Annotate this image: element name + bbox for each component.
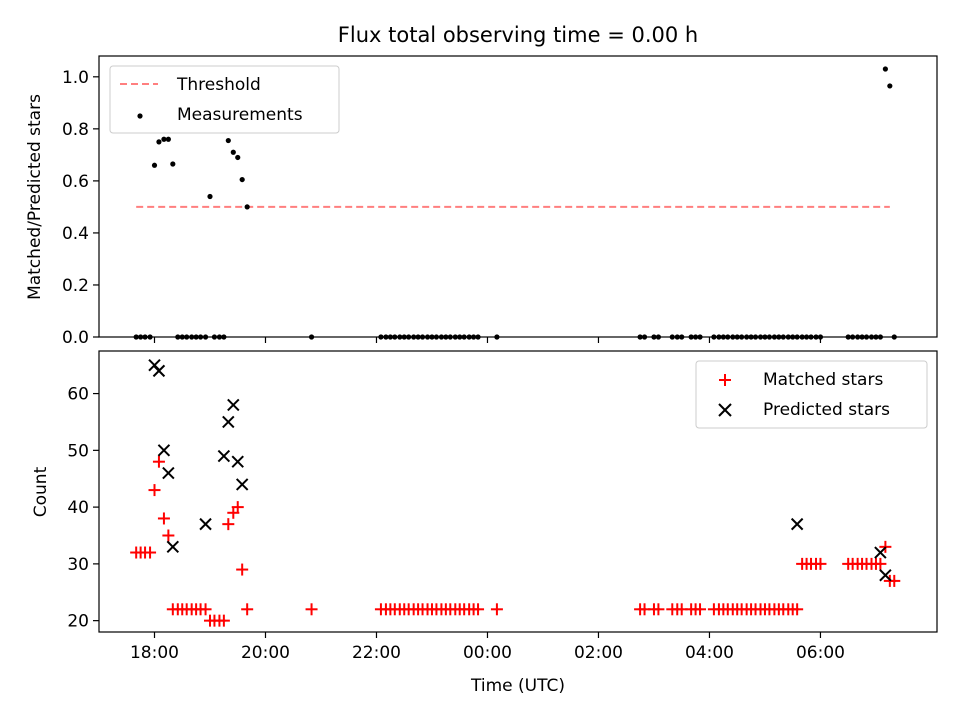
measurement-point [156, 139, 162, 145]
predicted-star-markers [148, 358, 892, 582]
matched-star-marker [152, 455, 165, 468]
measurement-point [882, 66, 888, 72]
predicted-star-marker [879, 569, 892, 582]
matched-star-marker [305, 603, 318, 616]
measurement-point [151, 162, 158, 168]
matched-star-markers [130, 455, 901, 627]
measurement-point [244, 204, 250, 210]
top-panel: Matched/Predicted stars 0.0 0.2 0.4 0.6 0.8 1… [25, 55, 938, 348]
predicted-star-marker [217, 449, 231, 463]
bottom-ytick-label: 50 [67, 441, 89, 461]
legend-measurements-swatch [137, 113, 143, 119]
predicted-star-marker [235, 478, 249, 491]
predicted-star-marker [222, 415, 235, 429]
top-legend-box [109, 65, 340, 134]
matched-star-marker [652, 603, 665, 616]
predicted-star-marker [166, 540, 180, 554]
measurement-points [133, 66, 897, 340]
predicted-star-marker [790, 517, 804, 531]
bottom-x-ticks: 18:00 20:00 22:00 00:00 02:00 04:00 06:00 [130, 632, 845, 663]
matched-star-marker [472, 603, 485, 616]
measurement-point [170, 161, 176, 167]
top-x-ticks [153, 337, 822, 343]
top-y-ticks: 0.0 0.2 0.4 0.6 0.8 1.0 [62, 68, 99, 348]
bottom-panel: Count 20 30 40 50 60 18:00 20:00 22:00 00:00 02:… [31, 350, 938, 696]
bottom-ytick-label: 40 [67, 498, 89, 518]
top-legend: Threshold Measurements [109, 65, 340, 134]
top-ytick-label: 0.4 [62, 224, 89, 244]
predicted-star-marker [157, 444, 171, 457]
matched-star-marker [241, 603, 254, 616]
measurement-point [230, 149, 236, 155]
bottom-y-ticks: 20 30 40 50 60 [67, 385, 99, 632]
top-ytick-label: 0.2 [62, 276, 89, 296]
top-ytick-label: 0.8 [62, 120, 89, 140]
top-ytick-label: 0.0 [62, 328, 89, 348]
bottom-xtick-label: 04:00 [685, 643, 734, 663]
predicted-star-marker [162, 466, 175, 480]
legend-threshold-label: Threshold [176, 75, 261, 95]
bottom-xtick-label: 22:00 [352, 643, 401, 663]
measurement-point [239, 176, 245, 183]
predicted-star-marker [152, 364, 166, 378]
bottom-xtick-label: 20:00 [241, 643, 290, 663]
measurement-point [161, 136, 167, 142]
matched-star-marker [231, 501, 244, 514]
legend-matched-label: Matched stars [763, 370, 883, 390]
bottom-ytick-label: 60 [67, 385, 89, 405]
top-ytick-label: 0.6 [62, 172, 89, 192]
predicted-star-marker [231, 455, 244, 468]
matched-star-marker [148, 484, 161, 497]
predicted-star-marker [874, 546, 887, 559]
matched-star-marker [162, 529, 175, 542]
matched-star-marker [490, 603, 503, 616]
matched-star-marker [694, 603, 707, 616]
matched-star-marker [791, 603, 804, 616]
matched-star-marker [236, 563, 249, 576]
measurement-point [235, 154, 241, 161]
matched-star-marker [217, 614, 230, 627]
bottom-xtick-label: 00:00 [463, 643, 512, 663]
bottom-ylabel: Count [31, 466, 51, 517]
top-ytick-label: 1.0 [62, 68, 89, 88]
measurement-point [225, 137, 231, 144]
predicted-star-marker [227, 398, 240, 412]
measurement-point [887, 83, 893, 89]
bottom-xtick-label: 02:00 [574, 643, 623, 663]
matched-star-marker [157, 512, 170, 525]
matched-star-marker [144, 546, 157, 559]
bottom-legend: Matched stars Predicted stars [695, 360, 928, 429]
bottom-legend-box [695, 360, 928, 429]
bottom-xlabel: Time (UTC) [470, 676, 565, 696]
matched-star-marker [874, 557, 887, 570]
bottom-xtick-label: 18:00 [130, 643, 179, 663]
matched-star-marker [814, 557, 827, 570]
measurement-point [207, 193, 213, 200]
legend-measurements-label: Measurements [177, 105, 303, 125]
matched-star-marker [199, 603, 212, 616]
legend-matched-swatch [719, 374, 731, 386]
legend-predicted-swatch [718, 403, 732, 417]
predicted-star-marker [199, 517, 212, 531]
figure-title: Flux total observing time = 0.00 h [338, 23, 698, 47]
bottom-xtick-label: 06:00 [796, 643, 845, 663]
top-ylabel: Matched/Predicted stars [25, 94, 45, 300]
bottom-ytick-label: 30 [67, 555, 89, 575]
bottom-axes-frame [98, 350, 938, 633]
matched-star-marker [222, 518, 235, 531]
measurement-point [165, 136, 171, 142]
bottom-ytick-label: 20 [67, 612, 89, 632]
top-axes-frame [98, 55, 938, 338]
legend-predicted-label: Predicted stars [763, 400, 890, 420]
